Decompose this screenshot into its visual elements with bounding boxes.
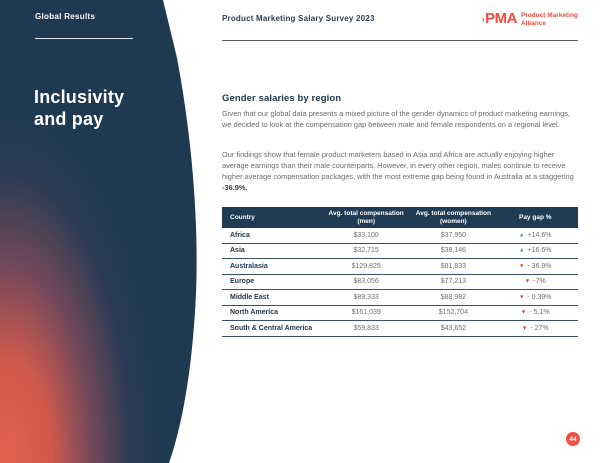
logo-name-line1: Product Marketing: [521, 12, 578, 19]
men-cell: $59,833: [353, 324, 379, 332]
women-cell: $37,950: [440, 231, 467, 239]
table-header-row: Country Avg. total compensation (men) Av…: [222, 207, 578, 228]
gap-value: +16.6%: [527, 247, 552, 255]
country-cell: Middle East: [230, 293, 269, 301]
logo-name-line2: Alliance: [521, 19, 546, 27]
women-cell: $81,833: [440, 262, 467, 270]
triangle-down-icon: ▼: [521, 325, 528, 332]
column-header-country: Country: [230, 213, 255, 221]
men-cell: $161,039: [351, 309, 381, 317]
men-cell: $32,715: [353, 247, 379, 255]
triangle-up-icon: ▲: [519, 232, 525, 239]
country-cell: Asia: [230, 247, 245, 255]
men-cell: $89,333: [353, 293, 379, 301]
women-cell: $88,982: [440, 293, 467, 301]
pma-logo: ’PMA Product Marketing Alliance: [481, 10, 578, 29]
table-row: Asia $32,715 $38,146 ▲ +16.6%: [222, 244, 578, 259]
triangle-up-icon: ▲: [519, 247, 525, 254]
logo-quote-mark: ’: [481, 17, 485, 29]
triangle-down-icon: ▼: [518, 263, 525, 270]
gap-value: - 0.39%: [527, 293, 552, 301]
paragraph-2-highlight: -36.9%.: [222, 183, 248, 192]
country-cell: South & Central America: [230, 324, 313, 332]
triangle-down-icon: ▼: [518, 294, 525, 301]
table-row: North America $161,039 $152,704 ▼ - 5.1%: [222, 306, 578, 321]
gap-cell: ▼ - 0.39%: [493, 294, 578, 301]
page-number-badge: 44: [566, 432, 580, 446]
table-row: Australasia $129,825 $81,833 ▼ - 36.9%: [222, 259, 578, 275]
pma-logo-icon: ’PMA: [481, 10, 518, 29]
chapter-title: Inclusivity and pay: [34, 86, 124, 130]
gender-salary-table: Country Avg. total compensation (men) Av…: [222, 207, 578, 337]
paragraph-2: Our findings show that female product ma…: [222, 149, 580, 193]
table-row: Middle East $89,333 $88,982 ▼ - 0.39%: [222, 290, 578, 306]
section-heading: Gender salaries by region: [222, 93, 342, 104]
women-cell: $77,213: [440, 278, 467, 286]
table-body: Africa $33,100 $37,950 ▲ +14.6% Asia $32,…: [222, 228, 578, 337]
gap-cell: ▲ +16.6%: [493, 247, 578, 254]
country-cell: Africa: [230, 231, 250, 239]
header-rule: [222, 40, 578, 41]
gap-cell: ▼ -7%: [493, 278, 578, 285]
gap-value: - 5.1%: [529, 309, 550, 317]
triangle-down-icon: ▼: [524, 278, 531, 285]
table-row: Europe $83,056 $77,213 ▼ -7%: [222, 275, 578, 290]
country-cell: Europe: [230, 278, 255, 286]
men-cell: $33,100: [353, 231, 379, 239]
column-header-men: Avg. total compensation (men): [328, 210, 404, 225]
gap-cell: ▼ - 5.1%: [493, 309, 578, 316]
women-cell: $152,704: [438, 309, 468, 317]
gap-value: - 36.9%: [527, 262, 552, 270]
gap-cell: ▼ - 27%: [493, 325, 578, 332]
country-cell: Australasia: [230, 262, 268, 270]
column-header-paygap: Pay gap %: [518, 213, 552, 221]
gap-value: +14.6%: [527, 231, 552, 239]
paragraph-1: Given that our global data presents a mi…: [222, 109, 570, 129]
men-cell: $83,056: [353, 278, 379, 286]
logo-wordmark: Product Marketing Alliance: [521, 12, 578, 27]
gap-value: - 27%: [530, 324, 549, 332]
chapter-title-line1: Inclusivity: [34, 87, 125, 107]
header-section-underline: [35, 38, 133, 39]
table-row: South & Central America $59,833 $43,652 …: [222, 321, 578, 337]
women-cell: $38,146: [440, 247, 467, 255]
column-header-women: Avg. total compensation (women): [415, 210, 491, 225]
women-cell: $43,652: [440, 324, 467, 332]
header-section-label: Global Results: [35, 12, 96, 21]
document-title: Product Marketing Salary Survey 2023: [222, 14, 375, 23]
chapter-title-line2: and pay: [34, 109, 104, 129]
table-row: Africa $33,100 $37,950 ▲ +14.6%: [222, 228, 578, 244]
gap-value: -7%: [533, 278, 546, 286]
men-cell: $129,825: [351, 262, 381, 270]
triangle-down-icon: ▼: [520, 309, 527, 316]
country-cell: North America: [230, 309, 278, 317]
paragraph-2-text: Our findings show that female product ma…: [222, 150, 574, 181]
gap-cell: ▲ +14.6%: [493, 232, 578, 239]
gap-cell: ▼ - 36.9%: [493, 263, 578, 270]
